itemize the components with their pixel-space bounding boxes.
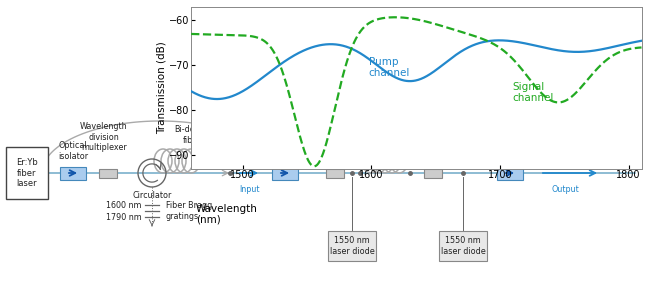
Text: Wavelength
division multiplexer: Wavelength division multiplexer	[380, 125, 459, 145]
Text: Signal: Signal	[237, 153, 261, 162]
Text: Er:Yb
fiber
laser: Er:Yb fiber laser	[16, 158, 38, 188]
Text: Wavelength
(nm): Wavelength (nm)	[196, 204, 257, 225]
Text: Optical
isolator: Optical isolator	[270, 141, 300, 161]
Text: Input: Input	[238, 185, 259, 194]
Y-axis label: Transmission (dB): Transmission (dB)	[157, 41, 167, 134]
Text: 1790 nm: 1790 nm	[106, 212, 142, 221]
Text: 1600 nm: 1600 nm	[106, 201, 142, 210]
FancyBboxPatch shape	[424, 169, 442, 178]
Text: Pump
channel: Pump channel	[369, 57, 410, 78]
FancyBboxPatch shape	[6, 147, 48, 199]
Text: Optical
isolator: Optical isolator	[495, 141, 525, 161]
FancyBboxPatch shape	[497, 167, 523, 180]
Text: Fiber Bragg
gratings: Fiber Bragg gratings	[166, 201, 213, 221]
FancyBboxPatch shape	[60, 167, 86, 180]
Text: Signal
channel: Signal channel	[513, 81, 554, 103]
Text: 1550 nm
laser diode: 1550 nm laser diode	[330, 236, 375, 256]
Text: Optical
isolator: Optical isolator	[58, 141, 88, 161]
Text: Output: Output	[551, 185, 579, 194]
FancyBboxPatch shape	[328, 231, 376, 261]
FancyBboxPatch shape	[272, 167, 298, 180]
Text: Amplified
signal: Amplified signal	[571, 143, 609, 163]
FancyBboxPatch shape	[326, 169, 344, 178]
Text: 1550 nm
laser diode: 1550 nm laser diode	[441, 236, 485, 256]
Text: Bi-doped
fiber: Bi-doped fiber	[174, 125, 210, 145]
Text: www.boxoptronics.com: www.boxoptronics.com	[227, 124, 421, 142]
Text: Circulator: Circulator	[132, 191, 172, 201]
FancyBboxPatch shape	[99, 169, 117, 178]
FancyBboxPatch shape	[439, 231, 487, 261]
Text: Wavelength
division
multiplexer: Wavelength division multiplexer	[80, 122, 128, 152]
